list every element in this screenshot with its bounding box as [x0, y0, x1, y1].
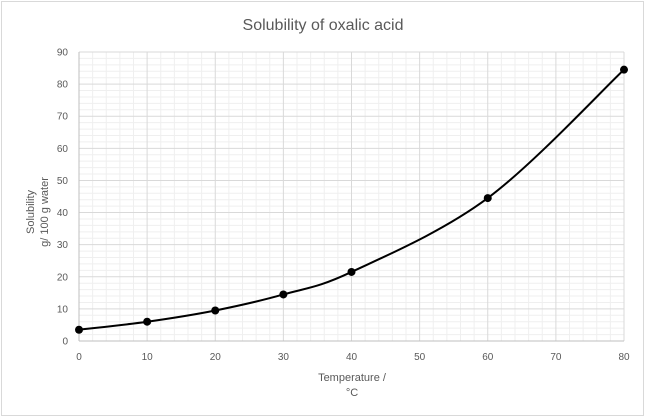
x-axis-title-line-1: Temperature / — [318, 372, 387, 384]
y-axis-title-line-2: g/ 100 g water — [39, 177, 51, 247]
y-tick-label: 20 — [57, 272, 69, 283]
x-tick-labels: 0 10 20 30 40 50 60 70 80 — [76, 352, 630, 363]
data-point — [279, 290, 288, 299]
x-tick-label: 30 — [278, 352, 290, 363]
axes — [78, 52, 624, 342]
data-point — [211, 306, 220, 315]
x-tick-label: 0 — [76, 352, 82, 363]
chart-title: Solubility of oxalic acid — [243, 17, 404, 34]
y-tick-labels: 0 10 20 30 40 50 60 70 80 90 — [57, 48, 69, 348]
x-tick-label: 80 — [618, 352, 630, 363]
y-axis-title-line-1: Solubility — [25, 189, 37, 234]
y-tick-label: 0 — [62, 337, 68, 348]
y-axis-title: Solubility g/ 100 g water — [25, 177, 51, 247]
x-tick-label: 60 — [482, 352, 494, 363]
x-tick-label: 50 — [414, 352, 426, 363]
major-grid — [78, 51, 625, 342]
data-point — [620, 65, 628, 74]
x-tick-label: 70 — [550, 352, 562, 363]
x-tick-label: 10 — [142, 352, 154, 363]
x-tick-label: 20 — [210, 352, 222, 363]
y-tick-label: 10 — [57, 304, 69, 315]
y-tick-label: 30 — [57, 240, 69, 251]
data-point — [75, 325, 83, 334]
y-tick-label: 50 — [57, 176, 69, 187]
y-tick-label: 70 — [57, 112, 69, 123]
data-point — [143, 317, 152, 326]
x-tick-label: 40 — [346, 352, 358, 363]
y-tick-label: 40 — [57, 208, 69, 219]
y-tick-label: 90 — [57, 48, 69, 59]
x-axis-title-line-2: °C — [346, 387, 358, 399]
data-point — [347, 267, 356, 276]
y-tick-label: 80 — [57, 80, 69, 91]
data-point — [483, 194, 492, 203]
data-markers — [75, 65, 628, 334]
y-tick-label: 60 — [57, 144, 69, 155]
